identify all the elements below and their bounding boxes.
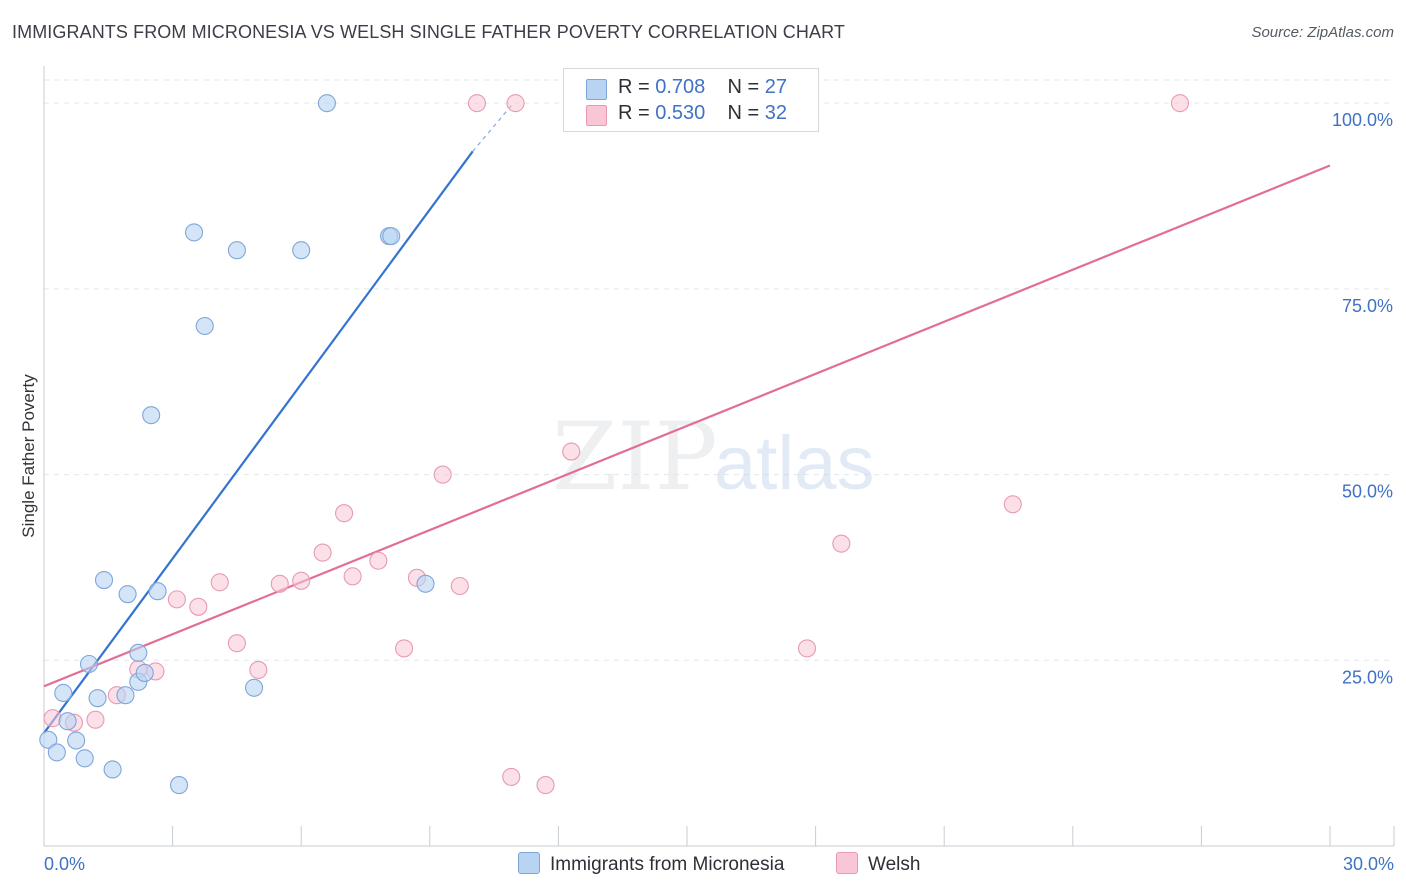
trend-layer bbox=[43, 102, 1331, 734]
welsh-point bbox=[562, 442, 581, 461]
welsh-point bbox=[227, 634, 246, 653]
welsh-point bbox=[86, 710, 105, 729]
welsh-point bbox=[467, 94, 487, 113]
welsh-point bbox=[189, 597, 208, 616]
watermark: ZIP atlas bbox=[552, 403, 875, 512]
welsh-point bbox=[335, 504, 354, 523]
welsh-point bbox=[1170, 94, 1190, 113]
welsh-point bbox=[249, 660, 268, 679]
y-tick-label: 75.0% bbox=[1342, 296, 1393, 316]
legend-box: R = 0.708 N = 27 R = 0.530 N = 32 bbox=[563, 68, 819, 132]
micronesia-point bbox=[67, 731, 86, 750]
label-layer: Single Father Poverty 25.0% 50.0% 75.0% 100… bbox=[19, 110, 1394, 874]
micronesia-point bbox=[79, 654, 99, 674]
welsh-point bbox=[343, 567, 362, 586]
legend-micronesia-r-label: R = bbox=[618, 76, 656, 98]
micronesia-point bbox=[75, 749, 94, 768]
micronesia-point bbox=[169, 776, 189, 795]
micronesia-point bbox=[317, 94, 336, 113]
micronesia-point bbox=[227, 241, 246, 260]
micronesia-trend-line bbox=[43, 150, 474, 734]
chart-title: IMMIGRANTS FROM MICRONESIA VS WELSH SING… bbox=[12, 22, 845, 42]
welsh-trend-line bbox=[43, 164, 1331, 688]
legend-welsh-n-value: 32 bbox=[764, 102, 788, 124]
legend-micronesia-r-value: 0.708 bbox=[655, 76, 706, 98]
y-tick-label: 100.0% bbox=[1332, 110, 1393, 130]
micronesia-point bbox=[142, 406, 161, 425]
legend-welsh-r-label: R = bbox=[618, 102, 656, 124]
micronesia-point bbox=[129, 643, 148, 662]
welsh-point bbox=[167, 590, 186, 609]
y-tick-label: 25.0% bbox=[1342, 667, 1393, 687]
welsh-point bbox=[210, 573, 229, 592]
welsh-point bbox=[832, 534, 851, 553]
micronesia-point bbox=[195, 316, 214, 336]
watermark-zip: ZIP bbox=[552, 403, 718, 512]
welsh-swatch bbox=[586, 105, 607, 126]
micronesia-point bbox=[103, 760, 122, 779]
legend-micronesia-n-label: N = bbox=[727, 76, 765, 98]
x-tick-label: 0.0% bbox=[44, 854, 85, 874]
micronesia-point bbox=[416, 574, 435, 593]
welsh-point bbox=[797, 639, 817, 658]
welsh-point bbox=[506, 94, 525, 113]
micronesia-point bbox=[54, 683, 73, 703]
micronesia-point bbox=[94, 571, 114, 590]
welsh-point bbox=[395, 639, 414, 658]
bottom-legend-welsh-label: Welsh bbox=[868, 854, 921, 875]
micronesia-point bbox=[135, 663, 154, 682]
micronesia-trend-extension bbox=[472, 102, 514, 152]
welsh-point bbox=[313, 543, 332, 562]
bottom-micronesia-swatch bbox=[518, 852, 540, 874]
welsh-point bbox=[369, 551, 388, 570]
micronesia-point bbox=[47, 743, 66, 762]
welsh-point bbox=[1003, 495, 1022, 514]
micronesia-point bbox=[244, 678, 264, 697]
micronesia-point bbox=[39, 730, 58, 749]
welsh-point bbox=[502, 767, 521, 786]
micronesia-point bbox=[184, 223, 204, 242]
micronesia-point bbox=[148, 582, 167, 601]
micronesia-swatch bbox=[586, 79, 607, 100]
y-axis-label: Single Father Poverty bbox=[19, 374, 38, 538]
welsh-point bbox=[270, 574, 289, 593]
legend-welsh-r-value: 0.530 bbox=[655, 102, 706, 124]
welsh-point bbox=[536, 776, 555, 795]
micronesia-point bbox=[382, 227, 401, 246]
grid-layer bbox=[44, 79, 1394, 661]
micronesia-point bbox=[116, 686, 135, 705]
welsh-point bbox=[450, 576, 469, 596]
legend-welsh-n-label: N = bbox=[727, 102, 765, 124]
bottom-legend-micronesia: Immigrants from Micronesia bbox=[518, 852, 784, 876]
micronesia-point bbox=[58, 712, 77, 731]
bottom-legend-micronesia-label: Immigrants from Micronesia bbox=[550, 854, 785, 875]
source-label: Source: ZipAtlas.com bbox=[1251, 24, 1394, 41]
micronesia-point bbox=[88, 689, 107, 708]
legend-micronesia-n-value: 27 bbox=[764, 76, 788, 98]
micronesia-point bbox=[292, 241, 311, 260]
welsh-point bbox=[292, 571, 311, 590]
y-tick-label: 50.0% bbox=[1342, 482, 1393, 502]
micronesia-point bbox=[118, 585, 137, 604]
points-layer bbox=[39, 94, 1190, 795]
bottom-legend-welsh: Welsh bbox=[836, 852, 920, 876]
welsh-point bbox=[433, 465, 452, 484]
welsh-point bbox=[43, 709, 62, 728]
bottom-welsh-swatch bbox=[836, 852, 858, 874]
x-tick-label: 30.0% bbox=[1343, 854, 1394, 874]
watermark-atlas: atlas bbox=[714, 421, 875, 506]
